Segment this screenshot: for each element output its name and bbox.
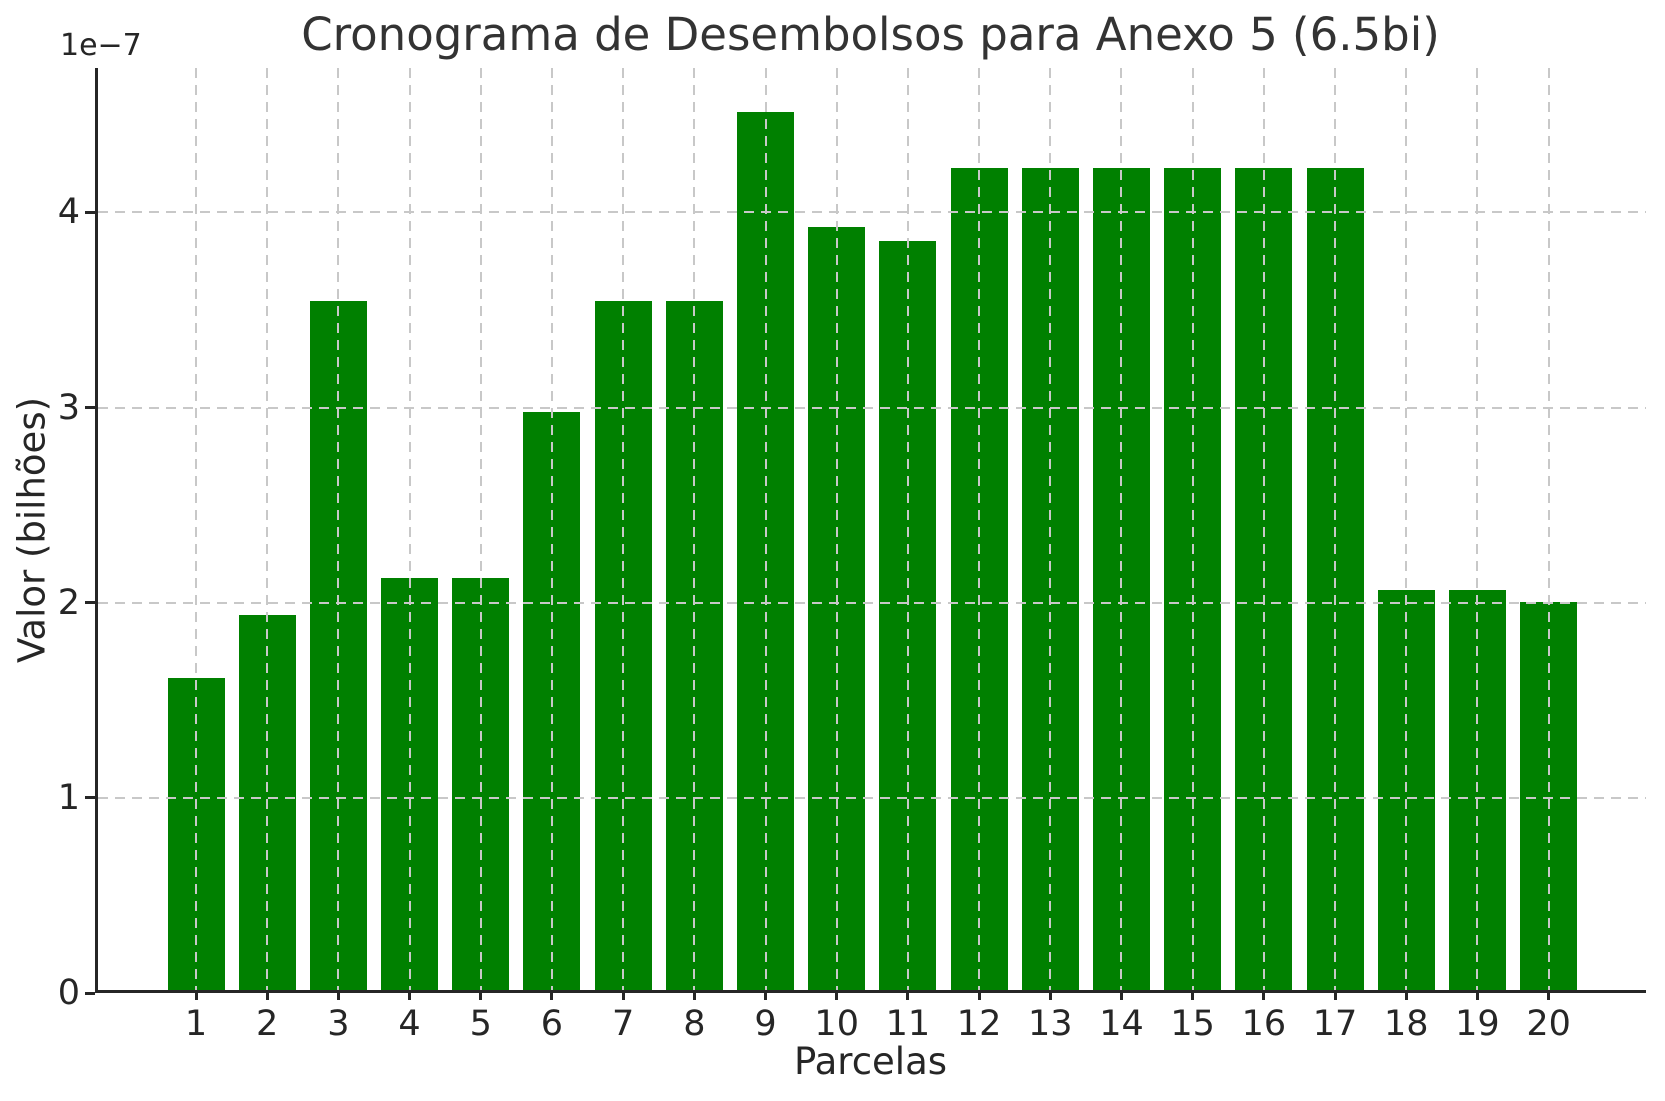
x-tick-mark: [408, 990, 412, 1000]
x-tick-label: 6: [540, 1004, 564, 1044]
x-tick-label: 14: [1099, 1004, 1144, 1044]
y-axis-label: Valor (bilhões): [10, 396, 54, 664]
x-gridline: [622, 68, 625, 990]
y-tick-mark: [85, 796, 95, 800]
x-gridline: [1334, 68, 1337, 990]
x-tick-mark: [550, 990, 554, 1000]
y-tick-label: 0: [57, 973, 80, 1013]
x-tick-label: 11: [885, 1004, 931, 1044]
y-tick-label: 3: [57, 387, 80, 428]
x-tick-label: 1: [184, 1004, 208, 1044]
x-tick-mark: [977, 990, 981, 1000]
x-tick-label: 15: [1170, 1004, 1215, 1044]
x-tick-mark: [336, 990, 340, 1000]
y-tick-mark: [85, 991, 95, 995]
x-gridline: [1049, 68, 1052, 990]
x-tick-mark: [1404, 990, 1408, 1000]
chart-title: Cronograma de Desembolsos para Anexo 5 (…: [301, 8, 1440, 61]
x-tick-mark: [1475, 990, 1479, 1000]
x-gridline: [693, 68, 696, 990]
x-axis-label: Parcelas: [793, 1040, 948, 1083]
x-gridline: [479, 68, 482, 990]
y-gridline: [98, 601, 1646, 604]
x-tick-mark: [1547, 990, 1551, 1000]
x-gridline: [764, 68, 767, 990]
x-tick-label: 2: [256, 1004, 279, 1044]
x-gridline: [835, 68, 838, 990]
x-tick-mark: [479, 990, 483, 1000]
x-gridline: [906, 68, 909, 990]
x-gridline: [266, 68, 269, 990]
x-tick-label: 19: [1455, 1004, 1500, 1044]
x-tick-mark: [194, 990, 198, 1000]
y-gridline: [98, 796, 1646, 799]
x-tick-label: 12: [956, 1004, 1002, 1044]
x-tick-mark: [835, 990, 839, 1000]
x-tick-label: 3: [327, 1004, 350, 1044]
x-gridline: [1262, 68, 1265, 990]
x-tick-mark: [906, 990, 910, 1000]
x-gridline: [1120, 68, 1123, 990]
x-tick-label: 16: [1241, 1004, 1287, 1044]
x-tick-mark: [1119, 990, 1123, 1000]
x-tick-label: 13: [1027, 1004, 1073, 1044]
x-gridline: [1405, 68, 1408, 990]
x-gridline: [1547, 68, 1550, 990]
y-tick-mark: [85, 210, 95, 214]
y-tick-mark: [85, 406, 95, 410]
x-gridline: [195, 68, 197, 990]
y-gridline: [98, 211, 1646, 214]
x-tick-label: 5: [469, 1004, 492, 1044]
x-tick-label: 17: [1312, 1004, 1358, 1044]
y-tick-mark: [85, 601, 95, 605]
x-tick-mark: [692, 990, 696, 1000]
x-tick-label: 7: [611, 1004, 635, 1044]
x-tick-mark: [1333, 990, 1337, 1000]
x-gridline: [337, 68, 340, 990]
y-tick-label: 1: [57, 777, 80, 818]
x-tick-label: 10: [814, 1004, 859, 1044]
y-tick-label: 2: [57, 582, 80, 623]
x-tick-mark: [1191, 990, 1195, 1000]
x-tick-mark: [621, 990, 625, 1000]
y-tick-label: 4: [57, 192, 80, 233]
x-tick-mark: [1262, 990, 1266, 1000]
x-tick-label: 4: [398, 1004, 421, 1044]
x-tick-mark: [1048, 990, 1052, 1000]
x-gridline: [408, 68, 411, 990]
x-tick-label: 8: [683, 1004, 706, 1044]
x-gridline: [1191, 68, 1194, 990]
x-gridline: [550, 68, 553, 990]
x-gridline: [1476, 68, 1479, 990]
x-tick-label: 20: [1526, 1004, 1571, 1044]
x-tick-mark: [764, 990, 768, 1000]
plot-area: 1 2 3 4 5 6 7 8 9 10 11 12 13 14 15 16 17 18 19 20 0 1 2 3 4: [58, 68, 1646, 1044]
x-tick-mark: [265, 990, 269, 1000]
y-gridline: [98, 406, 1646, 409]
x-tick-label: 9: [754, 1004, 777, 1044]
y-axis-offset-text: 1e−7: [60, 28, 142, 63]
x-gridline: [978, 68, 981, 990]
x-tick-label: 18: [1383, 1004, 1429, 1044]
